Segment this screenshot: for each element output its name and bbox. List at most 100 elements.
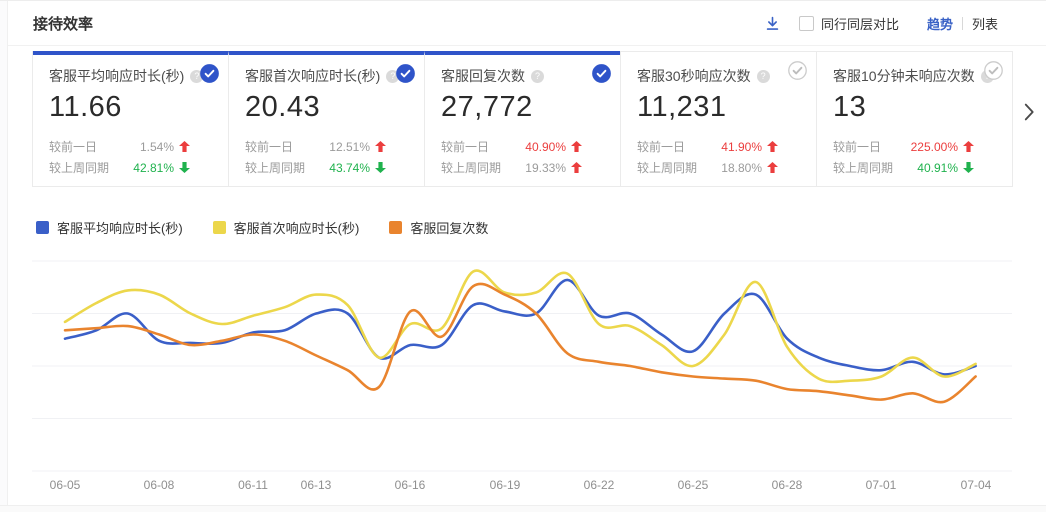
metric-compare-rows: 较前一日 225.00% 较上周同期 40.91%: [833, 136, 996, 178]
metric-card[interactable]: 客服首次响应时长(秒) ? 20.43 较前一日 12.51% 较上周同期 43…: [228, 51, 424, 186]
info-icon[interactable]: ?: [190, 69, 204, 83]
page-bottom-edge: [0, 505, 1046, 512]
arrow-up-icon: [375, 141, 386, 152]
series-line-2: [63, 282, 977, 404]
legend-swatch-icon: [389, 221, 403, 234]
compare-row: 较上周同期 40.91%: [833, 157, 974, 178]
info-icon[interactable]: ?: [386, 69, 400, 83]
compare-label: 较前一日: [833, 140, 882, 154]
compare-row: 较上周同期 19.33%: [441, 157, 582, 178]
metric-check-icon[interactable]: [788, 61, 807, 80]
compare-percent: 19.33%: [525, 160, 566, 175]
view-switch: 趋势 列表: [927, 14, 998, 33]
metric-card[interactable]: 客服平均响应时长(秒) ? 11.66 较前一日 1.54% 较上周同期 42.…: [33, 51, 228, 186]
tab-divider: [961, 16, 963, 30]
metric-value: 13: [833, 91, 867, 123]
compare-label: 较前一日: [637, 140, 686, 154]
compare-percent: 43.74%: [329, 160, 370, 175]
compare-percent: 41.90%: [721, 139, 762, 154]
page-title: 接待效率: [33, 15, 94, 33]
info-icon[interactable]: ?: [756, 69, 770, 83]
series-line-1: [63, 269, 977, 384]
arrow-down-icon: [375, 162, 386, 173]
download-button[interactable]: [765, 15, 781, 31]
metric-cards-row: 客服平均响应时长(秒) ? 11.66 较前一日 1.54% 较上周同期 42.…: [32, 51, 1013, 187]
page-left-edge: [0, 1, 8, 512]
cards-next-button[interactable]: [1018, 99, 1040, 125]
legend-item[interactable]: 客服首次响应时长(秒): [212, 218, 360, 237]
tab-trend[interactable]: 趋势: [926, 16, 953, 32]
metric-card[interactable]: 客服30秒响应次数 ? 11,231 较前一日 41.90% 较上周同期 18.…: [620, 51, 816, 186]
metric-value: 11.66: [49, 91, 122, 123]
x-tick-label: 06-19: [489, 478, 521, 492]
download-icon: [766, 16, 779, 30]
metric-compare-rows: 较前一日 12.51% 较上周同期 43.74%: [245, 136, 408, 178]
metric-compare-rows: 较前一日 40.90% 较上周同期 19.33%: [441, 136, 604, 178]
peer-compare-toggle[interactable]: 同行同层对比: [798, 14, 899, 33]
metric-title: 客服平均响应时长(秒): [49, 68, 185, 84]
legend-item[interactable]: 客服平均响应时长(秒): [36, 218, 183, 237]
compare-percent: 1.54%: [139, 139, 174, 154]
metric-card[interactable]: 客服10分钟未响应次数 ? 13 较前一日 225.00% 较上周同期 40.9…: [816, 51, 1012, 186]
compare-percent: 42.81%: [133, 160, 174, 175]
legend-swatch-icon: [212, 221, 226, 234]
metric-card[interactable]: 客服回复次数 ? 27,772 较前一日 40.90% 较上周同期 19.33%: [424, 51, 620, 186]
x-tick-label: 06-11: [238, 478, 268, 492]
x-tick-label: 06-16: [394, 478, 426, 492]
legend-label: 客服首次响应时长(秒): [233, 221, 360, 236]
series-line-0: [63, 278, 977, 376]
panel-header: 接待效率 同行同层对比 趋势 列表: [8, 1, 1046, 46]
x-tick-label: 06-25: [677, 478, 709, 492]
metric-value: 27,772: [441, 91, 533, 123]
x-tick-label: 06-13: [300, 478, 332, 492]
info-icon[interactable]: ?: [531, 69, 544, 83]
arrow-up-icon: [767, 162, 778, 173]
compare-label: 较前一日: [441, 140, 490, 154]
metric-check-icon[interactable]: [984, 61, 1003, 80]
chevron-right-icon: [1024, 103, 1034, 121]
x-tick-label: 06-22: [583, 478, 615, 492]
metric-check-icon[interactable]: [592, 64, 611, 83]
compare-percent: 40.90%: [525, 139, 566, 154]
arrow-up-icon: [571, 162, 582, 173]
compare-label: 较前一日: [49, 140, 98, 154]
arrow-up-icon: [767, 141, 778, 152]
peer-compare-label: 同行同层对比: [820, 16, 899, 32]
x-axis: 06-05 06-08 06-11 06-13 06-16 06-19 06-22 06-25…: [0, 478, 1046, 494]
compare-row: 较前一日 40.90%: [441, 136, 582, 157]
x-tick-label: 07-01: [865, 478, 897, 492]
compare-label: 较上周同期: [637, 161, 698, 175]
x-tick-label: 06-28: [771, 478, 803, 492]
arrow-down-icon: [963, 162, 974, 173]
legend-item[interactable]: 客服回复次数: [389, 218, 488, 237]
compare-label: 较上周同期: [245, 161, 306, 175]
x-tick-label: 06-05: [49, 478, 81, 492]
compare-label: 较上周同期: [441, 161, 502, 175]
peer-compare-checkbox[interactable]: [798, 15, 814, 31]
metric-title: 客服30秒响应次数: [637, 68, 751, 84]
compare-percent: 18.80%: [721, 160, 762, 175]
metric-check-icon[interactable]: [396, 64, 415, 83]
arrow-up-icon: [571, 141, 582, 152]
compare-label: 较前一日: [245, 140, 294, 154]
x-tick-label: 07-04: [960, 478, 992, 492]
tab-list[interactable]: 列表: [971, 16, 998, 32]
compare-percent: 225.00%: [910, 139, 958, 154]
compare-row: 较上周同期 43.74%: [245, 157, 386, 178]
metric-title: 客服首次响应时长(秒): [245, 68, 381, 84]
x-tick-label: 06-08: [143, 478, 175, 492]
trend-chart: [32, 260, 1012, 472]
compare-row: 较前一日 225.00%: [833, 136, 974, 157]
metric-title: 客服回复次数: [441, 68, 525, 84]
compare-percent: 12.51%: [329, 139, 370, 154]
legend-label: 客服平均响应时长(秒): [57, 221, 183, 236]
compare-row: 较前一日 41.90%: [637, 136, 778, 157]
metric-compare-rows: 较前一日 1.54% 较上周同期 42.81%: [49, 136, 212, 178]
header-controls: 同行同层对比 趋势 列表: [765, 14, 1046, 33]
metric-check-icon[interactable]: [200, 64, 219, 83]
metric-value: 20.43: [245, 91, 321, 123]
chart-legend: 客服平均响应时长(秒) 客服首次响应时长(秒) 客服回复次数: [36, 218, 518, 237]
compare-row: 较前一日 1.54%: [49, 136, 190, 157]
arrow-down-icon: [179, 162, 190, 173]
